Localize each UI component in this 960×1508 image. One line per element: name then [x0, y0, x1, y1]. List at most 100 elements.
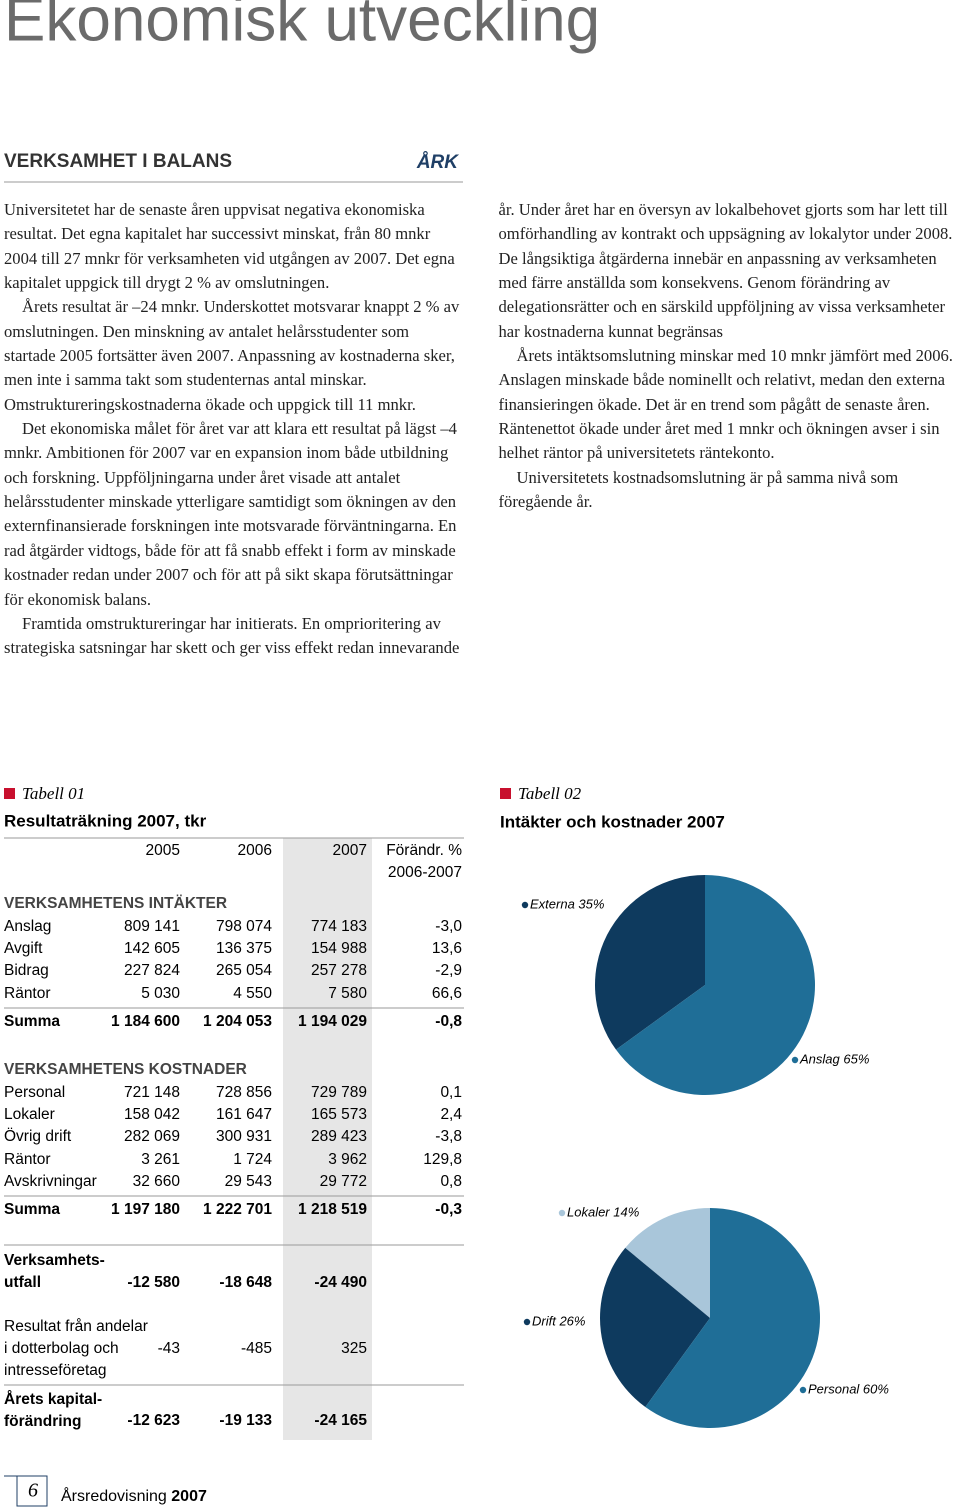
- cell: 29 543: [225, 1173, 272, 1190]
- cell: 7 580: [328, 985, 367, 1002]
- slice-label: Personal 60%: [808, 1381, 889, 1396]
- year: 2007: [171, 1488, 207, 1505]
- row-label: Lokaler: [4, 1106, 55, 1123]
- cell: 1 194 029: [298, 1013, 367, 1030]
- row-label: intresseföretag: [4, 1362, 107, 1379]
- cell: 282 069: [124, 1128, 180, 1145]
- legend-dot: [558, 1209, 566, 1217]
- cell: 0,8: [440, 1173, 462, 1190]
- paragraph: Universitetets kostnadsomslutning är på …: [498, 467, 899, 512]
- page-number: 6: [28, 1480, 38, 1502]
- row-label: Personal: [4, 1084, 65, 1101]
- cell: 158 042: [124, 1106, 180, 1123]
- cell: 300 931: [216, 1128, 272, 1145]
- column-highlight: [283, 838, 372, 1440]
- row-label: Resultat från andelar: [4, 1318, 148, 1335]
- cell: -24 165: [314, 1412, 367, 1429]
- legend-dot: [799, 1386, 807, 1394]
- cell: 154 988: [311, 940, 367, 957]
- cell: 265 054: [216, 962, 272, 979]
- column-header: 2007: [333, 842, 367, 859]
- row-label: förändring: [4, 1413, 82, 1430]
- cell: -2,9: [435, 962, 462, 979]
- figure-title: Intäkter och kostnader 2007: [500, 812, 725, 831]
- cell: -3,8: [435, 1128, 462, 1145]
- cell: 0,1: [440, 1084, 462, 1101]
- legend-dot: [791, 1056, 799, 1064]
- row-label: Anslag: [4, 918, 51, 935]
- row-label: Årets kapital-: [4, 1391, 102, 1408]
- row-label: Verksamhets-: [4, 1252, 105, 1269]
- cell: 809 141: [124, 918, 180, 935]
- slice-label: Lokaler 14%: [567, 1204, 639, 1219]
- cell: 32 660: [133, 1173, 181, 1190]
- row-label: Summa: [4, 1201, 60, 1218]
- page-number-box: [16, 1475, 48, 1507]
- row-label: Övrig drift: [4, 1127, 72, 1145]
- cell: -485: [241, 1340, 272, 1357]
- body-text: Universitetet har de senaste åren uppvis…: [4, 198, 955, 668]
- table-label: Tabell 01: [22, 784, 85, 803]
- cell: 165 573: [311, 1106, 367, 1123]
- cell: 66,6: [432, 985, 462, 1002]
- paragraph: Det ekonomiska målet för året var att kl…: [4, 419, 457, 609]
- cell: 1 218 519: [298, 1201, 367, 1218]
- footer-text: Årsredovisning 2007: [61, 1486, 207, 1505]
- table-title: Resultaträkning 2007, tkr: [4, 811, 207, 830]
- column-header: 2006: [238, 842, 272, 859]
- pie-slice: [616, 875, 815, 1095]
- pie-slice: [595, 875, 705, 1050]
- column-header: 2006-2007: [388, 864, 462, 881]
- cell: 257 278: [311, 962, 367, 979]
- slice-label: Anslag 65%: [799, 1051, 869, 1066]
- cell: 3 962: [328, 1151, 367, 1168]
- cell: 1 197 180: [111, 1201, 180, 1218]
- row-label: Räntor: [4, 985, 51, 1002]
- cell: 129,8: [423, 1151, 462, 1168]
- cell: 142 605: [124, 940, 180, 957]
- slice-label: Externa 35%: [530, 896, 604, 911]
- marker: [500, 788, 511, 799]
- cell: 1 204 053: [203, 1013, 272, 1030]
- slice-label: Drift 26%: [532, 1313, 585, 1328]
- row-label: utfall: [4, 1274, 41, 1291]
- cell: 3 261: [141, 1151, 180, 1168]
- row-label: Räntor: [4, 1151, 51, 1168]
- section-label: VERKSAMHETENS KOSTNADER: [4, 1061, 247, 1078]
- pie-slice: [625, 1208, 710, 1318]
- cell: 1 724: [233, 1151, 272, 1168]
- cell: -12 623: [127, 1412, 180, 1429]
- row-label: Bidrag: [4, 962, 49, 979]
- cell: 1 184 600: [111, 1013, 180, 1030]
- row-label: Summa: [4, 1013, 60, 1030]
- page-title: Ekonomisk utveckling: [4, 0, 600, 54]
- section-label: VERKSAMHETENS INTÄKTER: [4, 895, 227, 912]
- cell: 29 772: [320, 1173, 367, 1190]
- cell: 729 789: [311, 1084, 367, 1101]
- cell: 774 183: [311, 918, 367, 935]
- cell: 325: [341, 1340, 367, 1357]
- cell: 289 423: [311, 1128, 367, 1145]
- column-header: Förändr. %: [386, 842, 462, 859]
- publication: Årsredovisning: [61, 1486, 167, 1505]
- cell: 136 375: [216, 940, 272, 957]
- paragraph: Årets resultat är –24 mnkr. Underskottet…: [4, 297, 460, 414]
- pie-slice: [600, 1247, 710, 1407]
- paragraph: Årets intäktsomslutning minskar med 10 m…: [498, 346, 953, 463]
- figure-label: Tabell 02: [518, 784, 582, 803]
- column-header: 2005: [146, 842, 180, 859]
- legend-dot: [521, 901, 529, 909]
- marker: [4, 788, 15, 799]
- cell: -24 490: [314, 1274, 367, 1291]
- cell: -3,0: [435, 918, 462, 935]
- cell: -19 133: [219, 1412, 272, 1429]
- cell: 5 030: [141, 985, 180, 1002]
- pie-slice: [645, 1208, 821, 1428]
- cell: 721 148: [124, 1084, 180, 1101]
- cell: 728 856: [216, 1084, 272, 1101]
- row-label: Avskrivningar: [4, 1173, 97, 1190]
- cell: -0,8: [435, 1013, 462, 1030]
- cell: -43: [158, 1340, 180, 1357]
